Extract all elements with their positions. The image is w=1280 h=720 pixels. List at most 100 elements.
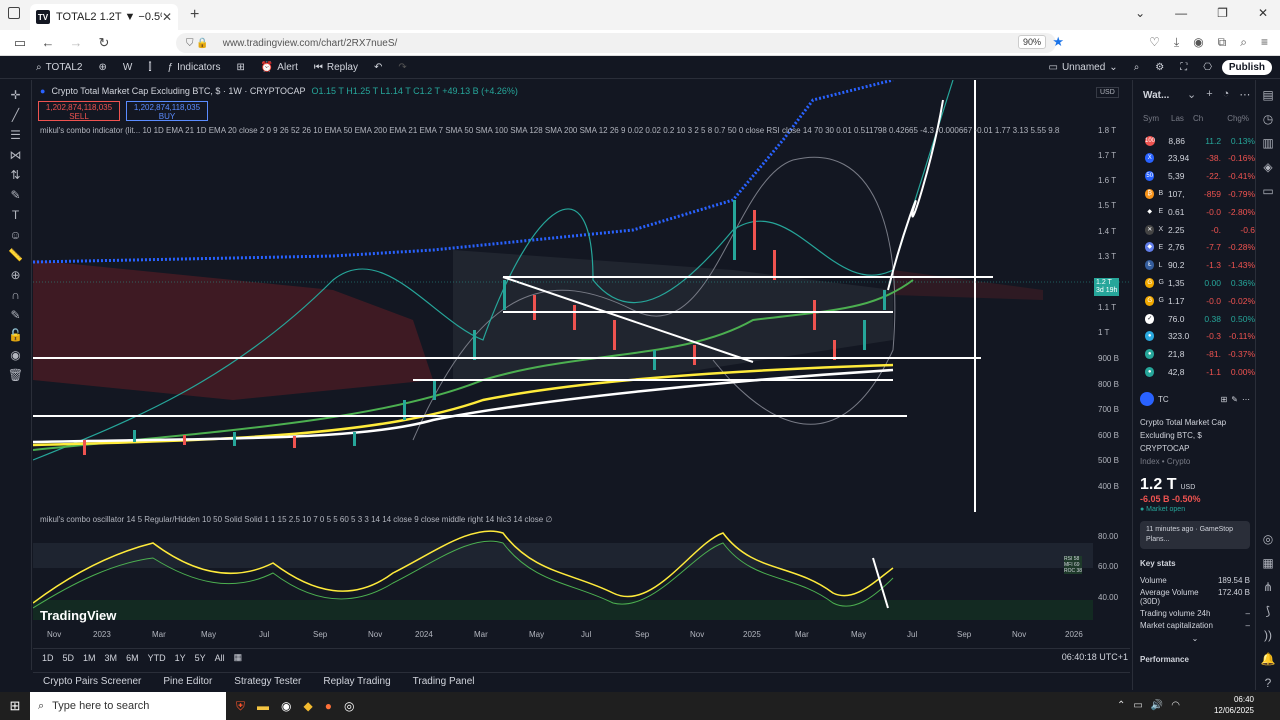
new-tab-icon[interactable]: + (190, 6, 200, 23)
binance-icon[interactable]: ◆ (303, 698, 313, 713)
range-1m[interactable]: 1M (83, 652, 96, 663)
layout-button[interactable]: ▭ Unnamed ⌄ (1040, 62, 1125, 73)
chart-clock[interactable]: 06:40:18 UTC+1 (1061, 652, 1128, 662)
restore-icon[interactable]: ❐ (1217, 6, 1228, 20)
more-icon[interactable]: ⋯ (1242, 394, 1250, 404)
tab-pine-editor[interactable]: Pine Editor (163, 676, 213, 687)
range-3m[interactable]: 3M (104, 652, 118, 663)
watchlist-title[interactable]: Wat... (1143, 90, 1170, 101)
download-icon[interactable]: ⤓ (1173, 35, 1180, 49)
grid-icon[interactable]: ⊞ (1220, 394, 1228, 404)
eye-icon[interactable]: ◉ (10, 348, 21, 362)
replay-button[interactable]: ⏮ Replay (306, 62, 366, 73)
sidebar-toggle-icon[interactable]: ▭ (13, 34, 27, 50)
prediction-icon[interactable]: ⇅ (10, 168, 21, 182)
windows-start-icon[interactable]: ⊞ (9, 698, 21, 713)
camera-icon[interactable]: ⎔ (1203, 62, 1212, 73)
zoom-in-icon[interactable]: ⊕ (10, 268, 21, 282)
watchlist-row[interactable]: ● 42,8 -1.1 0.00% (1133, 363, 1255, 380)
text-icon[interactable]: T (11, 208, 20, 222)
search-extension-icon[interactable]: ⌕ (1240, 35, 1247, 49)
pocket-icon[interactable]: ♡ (1149, 35, 1160, 49)
compare-icon[interactable]: ⊕ (98, 62, 107, 73)
alerts-clock-icon[interactable]: ◷ (1262, 112, 1274, 126)
watchlist-row[interactable]: Ł L 90.2 -1.3 -1.43% (1133, 257, 1255, 274)
zoom-level[interactable]: 90% (1017, 35, 1046, 49)
watchlist-icon[interactable]: ▤ (1262, 88, 1274, 102)
watchlist-row[interactable]: ● 21,8 -81. -0.37% (1133, 346, 1255, 363)
col-change-pct[interactable]: Chg% (1227, 114, 1249, 123)
network-icon[interactable]: ⋔ (1262, 580, 1274, 594)
range-5d[interactable]: 5D (62, 652, 75, 663)
watchlist-row[interactable]: G G 1,35 0.00 0.36% (1133, 274, 1255, 291)
oscillator-pane[interactable] (33, 513, 1093, 628)
redo-icon[interactable]: ↷ (398, 62, 407, 73)
advanced-view-icon[interactable]: ◔ (1222, 88, 1230, 100)
edit-icon[interactable]: ✎ (1231, 394, 1238, 404)
price-chart[interactable] (33, 80, 1130, 512)
magnet-icon[interactable]: ∩ (11, 288, 20, 302)
tab-replay-trading[interactable]: Replay Trading (323, 676, 391, 687)
ideas-icon[interactable]: ◎ (1262, 532, 1274, 546)
trend-line-icon[interactable]: ╱ (11, 108, 20, 122)
layers-icon[interactable]: ◈ (1263, 160, 1273, 174)
extensions-icon[interactable]: ⧉ (1217, 35, 1227, 49)
chart-type-icon[interactable]: ⫿ (148, 62, 152, 73)
range-ytd[interactable]: YTD (147, 652, 166, 663)
more-icon[interactable]: ⋯ (1239, 89, 1251, 101)
tab-actions-icon[interactable] (8, 7, 20, 19)
chat-icon[interactable]: ▭ (1262, 184, 1274, 198)
tray-clock[interactable]: 06:40 12/06/2025 (1214, 694, 1254, 716)
price-scale[interactable]: 1.8 T 1.7 T 1.6 T 1.5 T 1.4 T 1.3 T 1.1 … (1094, 80, 1130, 640)
file-explorer-icon[interactable]: ▬ (257, 698, 270, 713)
trash-icon[interactable]: 🗑 (7, 368, 24, 382)
tray-app-icon[interactable]: ▭ (1133, 700, 1143, 711)
bookmark-star-icon[interactable]: ★ (1052, 34, 1064, 49)
oscillator-legend[interactable]: mikul's combo oscillator 14 5 Regular/Hi… (40, 515, 553, 524)
sell-button[interactable]: 1,202,874,118,035 SELL (38, 101, 120, 121)
reload-icon[interactable]: ↻ (98, 34, 110, 50)
range-5y[interactable]: 5Y (194, 652, 206, 663)
watchlist-row[interactable]: 50 5,39 -22. -0.41% (1133, 168, 1255, 185)
signal-icon[interactable]: ⟆ (1265, 604, 1271, 618)
close-window-icon[interactable]: ✕ (1257, 6, 1268, 20)
tab-crypto-pairs-screener[interactable]: Crypto Pairs Screener (43, 676, 142, 687)
indicators-button[interactable]: ƒ Indicators (160, 62, 229, 73)
watchlist-row[interactable]: ◆ E 0.61 -0.0 -2.80% (1133, 203, 1255, 220)
fib-icon[interactable]: ☰ (10, 128, 21, 142)
alert-button[interactable]: ⏰ Alert (253, 62, 306, 73)
watchlist-row[interactable]: ◆ E 2,76 -7.7 -0.28% (1133, 239, 1255, 256)
time-axis[interactable]: Nov 2023 Mar May Jul Sep Nov 2024 Mar Ma… (33, 630, 1093, 642)
chart-title[interactable]: Crypto Total Market Cap Excluding BTC, $… (51, 86, 306, 96)
account-icon[interactable]: ◉ (1193, 35, 1204, 49)
ruler-icon[interactable]: 📏 (8, 248, 23, 262)
forward-icon[interactable]: → (69, 35, 83, 50)
url-field[interactable]: ⛉ 🔒 www.tradingview.com/chart/2RX7nueS/ … (176, 33, 1064, 53)
watchlist-row[interactable]: ✕ X 2.25 -0. -0.6 (1133, 221, 1255, 238)
currency-selector[interactable]: USD (1096, 87, 1119, 98)
undo-icon[interactable]: ↶ (374, 62, 383, 73)
details-name[interactable]: Crypto Total Market Cap Excluding BTC, $ (1140, 418, 1227, 440)
watchlist-row[interactable]: 100 8,86 11.2 0.13% (1133, 132, 1255, 149)
expand-chevron-icon[interactable]: ⌄ (1191, 634, 1199, 643)
indicator-legend[interactable]: mikul's combo indicator (lit... 10 1D EM… (40, 126, 1060, 135)
range-1y[interactable]: 1Y (174, 652, 186, 663)
wifi-icon[interactable]: ◠ (1171, 700, 1180, 711)
volume-icon[interactable]: 🔊 (1150, 700, 1164, 711)
browser-tab[interactable]: TV TOTAL2 1.2T ▼ −0.5% Unname ✕ (30, 4, 178, 30)
watchlist-row[interactable]: G G 1.17 -0.0 -0.02% (1133, 292, 1255, 309)
date-range-icon[interactable]: ▦ (233, 652, 243, 662)
menu-icon[interactable]: ≡ (1260, 35, 1268, 49)
minimize-icon[interactable]: — (1175, 6, 1188, 20)
emoji-icon[interactable]: ☺ (9, 228, 22, 242)
watchlist-row[interactable]: ● 323.0 -0.3 -0.11% (1133, 328, 1255, 345)
tray-chevron-icon[interactable]: ⌃ (1116, 700, 1126, 711)
brush-icon[interactable]: ✎ (10, 188, 21, 202)
news-item[interactable]: 11 minutes ago · GameStop Plans... (1140, 521, 1250, 549)
notifications-icon[interactable]: 🔔 (1260, 652, 1276, 666)
tradingview-logo[interactable]: TradingView (40, 608, 117, 623)
range-1d[interactable]: 1D (42, 652, 54, 663)
fullscreen-icon[interactable]: ⛶ (1180, 62, 1188, 73)
interval-button[interactable]: W (122, 62, 133, 73)
taskbar-search[interactable]: ⌕ Type here to search (30, 692, 226, 720)
